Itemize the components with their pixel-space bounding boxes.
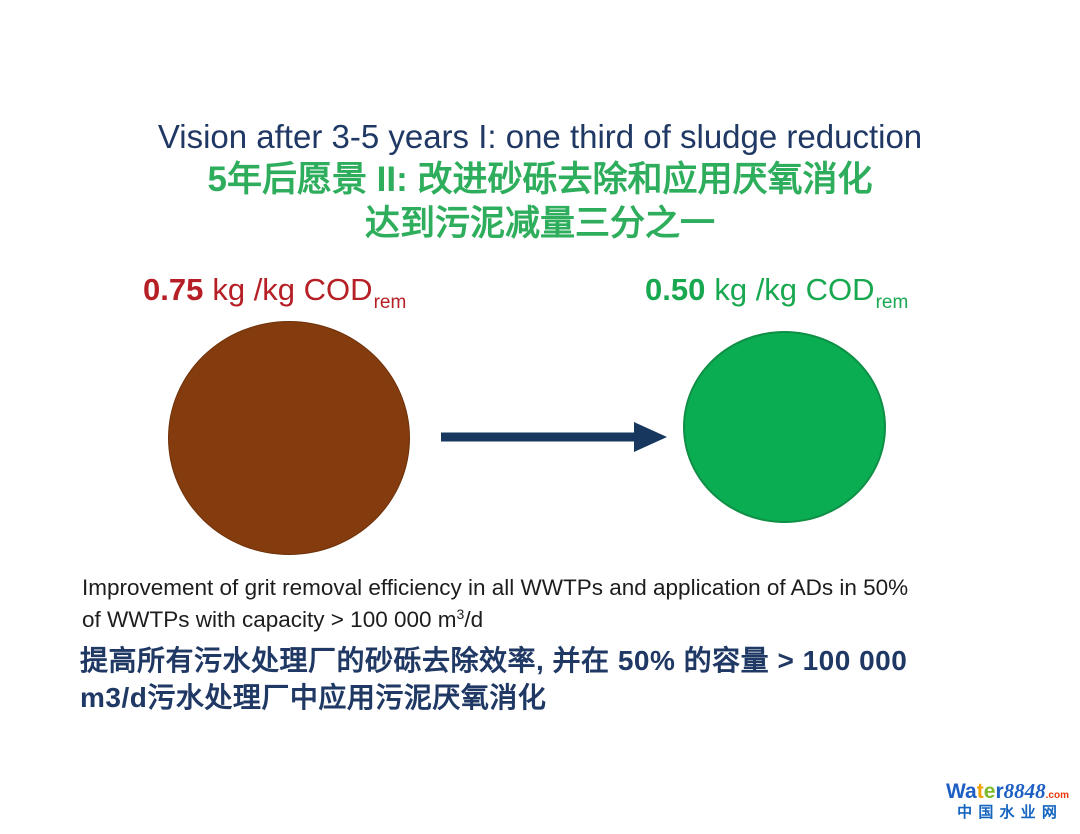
after-value: 0.50 xyxy=(645,272,706,307)
superscript-3: 3 xyxy=(456,606,465,622)
arrow-head xyxy=(634,422,667,452)
before-subscript: rem xyxy=(373,292,407,313)
after-subscript: rem xyxy=(875,292,909,313)
before-value-label: 0.75 kg /kg CODrem xyxy=(143,272,406,313)
description-chinese: 提高所有污水处理厂的砂砾去除效率, 并在 50% 的容量 > 100 000 m… xyxy=(80,642,1040,716)
before-unit: kg /kg COD xyxy=(212,272,373,307)
after-sludge-circle xyxy=(683,331,886,523)
before-sludge-circle xyxy=(168,321,410,555)
description-english-line1: Improvement of grit removal efficiency i… xyxy=(82,575,909,600)
title-block: Vision after 3-5 years I: one third of s… xyxy=(0,116,1080,246)
water8848-logo: Water8848.com xyxy=(946,779,1069,803)
water8848-chinese-name: 中 国 水 业 网 xyxy=(957,804,1058,822)
after-unit: kg /kg COD xyxy=(714,272,875,307)
after-value-label: 0.50 kg /kg CODrem xyxy=(645,272,908,313)
description-english: Improvement of grit removal efficiency i… xyxy=(82,572,1022,638)
slide-subtitle-chinese-line1: 5年后愿景 II: 改进砂砾去除和应用厌氧消化 xyxy=(207,160,873,199)
before-value: 0.75 xyxy=(143,272,204,307)
transition-arrow xyxy=(438,419,668,455)
slide-subtitle-chinese-line2: 达到污泥减量三分之一 xyxy=(364,204,715,243)
water8848-watermark: Water8848.com 中 国 水 业 网 xyxy=(945,780,1070,821)
description-chinese-line2: m3/d污水处理厂中应用污泥厌氧消化 xyxy=(80,682,547,713)
description-english-line2: of WWTPs with capacity > 100 000 m3/d xyxy=(82,606,484,632)
description-chinese-line1: 提高所有污水处理厂的砂砾去除效率, 并在 50% 的容量 > 100 000 xyxy=(80,645,908,676)
right-arrow-icon xyxy=(441,422,667,452)
slide-title-english: Vision after 3-5 years I: one third of s… xyxy=(157,118,923,155)
